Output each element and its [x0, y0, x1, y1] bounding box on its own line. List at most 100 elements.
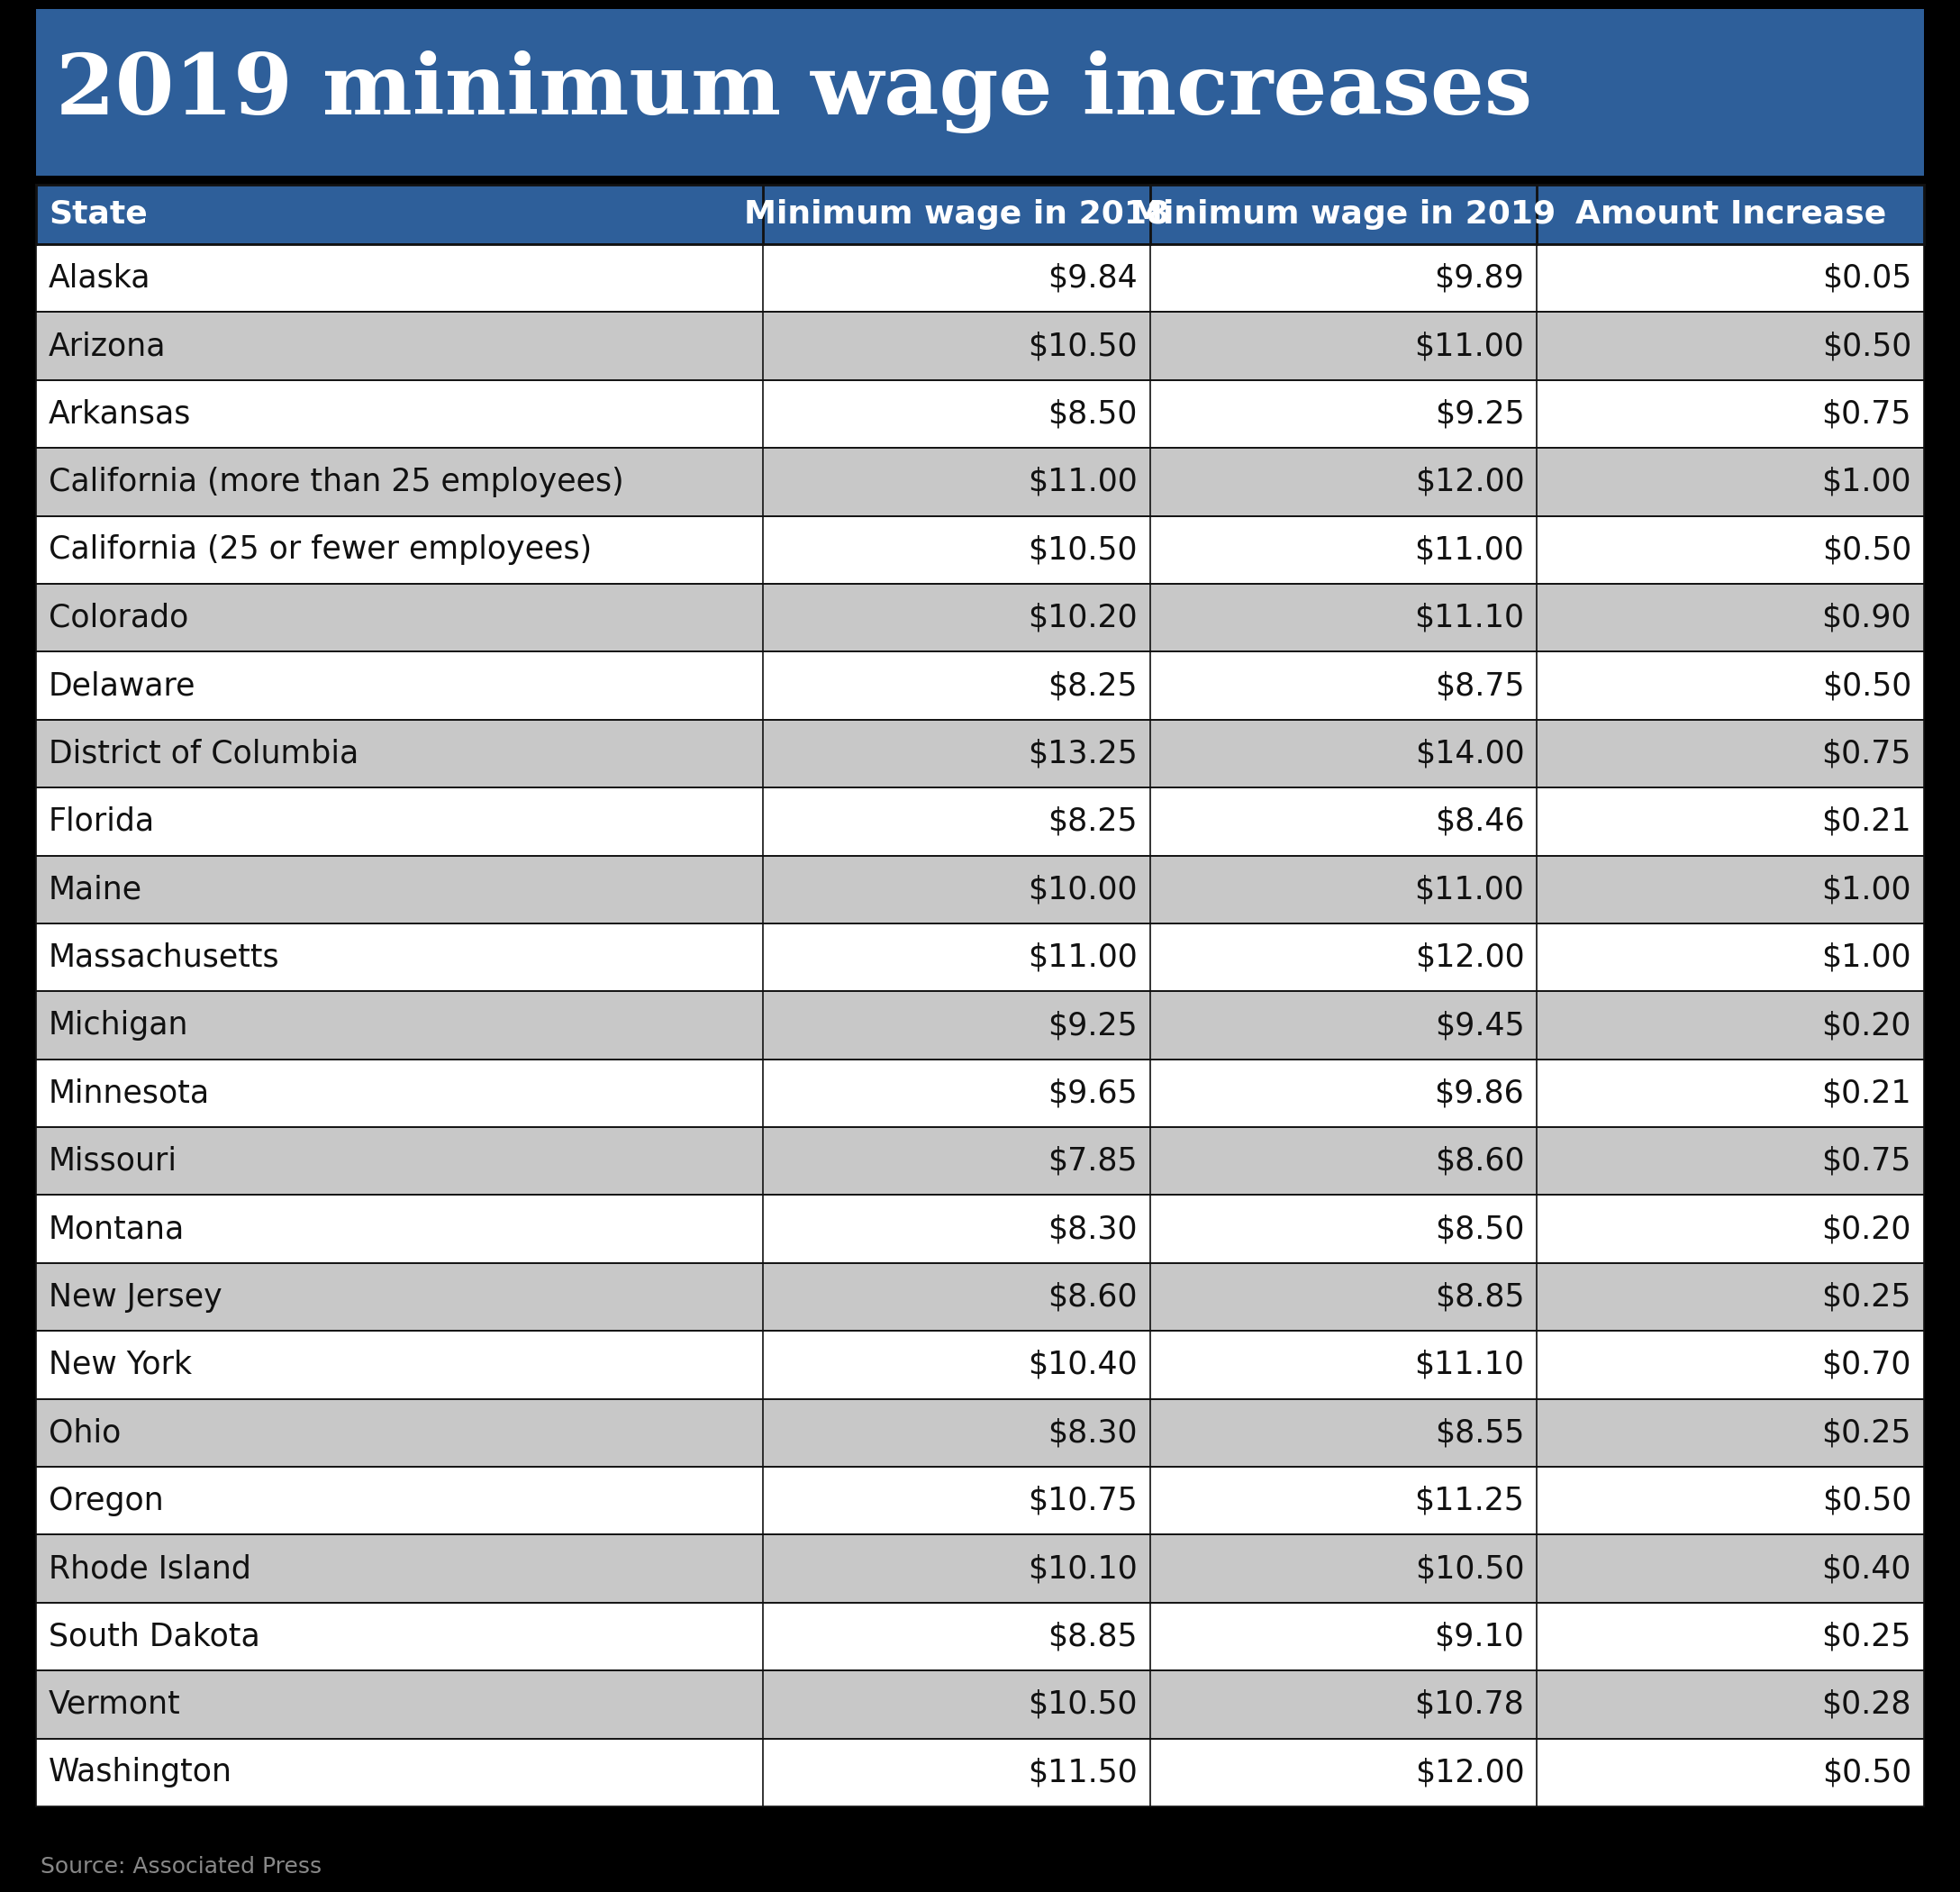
Text: $0.20: $0.20	[1823, 1215, 1911, 1245]
Bar	[35, 1739, 1925, 1807]
Text: $8.55: $8.55	[1435, 1417, 1525, 1447]
Text: $11.25: $11.25	[1415, 1485, 1525, 1515]
Text: 2019 minimum wage increases: 2019 minimum wage increases	[55, 51, 1533, 134]
Bar	[35, 185, 1925, 244]
Bar	[35, 312, 1925, 380]
Text: $11.00: $11.00	[1415, 535, 1525, 566]
Text: $9.65: $9.65	[1047, 1078, 1137, 1109]
Text: $0.50: $0.50	[1823, 331, 1911, 361]
Text: $10.20: $10.20	[1027, 602, 1137, 634]
Text: $0.25: $0.25	[1823, 1281, 1911, 1313]
Text: $8.85: $8.85	[1435, 1281, 1525, 1313]
Bar	[35, 923, 1925, 991]
Text: Ohio: Ohio	[49, 1417, 122, 1447]
Text: $10.50: $10.50	[1027, 331, 1137, 361]
Text: $8.46: $8.46	[1435, 806, 1525, 836]
Text: $8.25: $8.25	[1049, 806, 1137, 836]
Text: $7.85: $7.85	[1049, 1147, 1137, 1177]
Text: $9.84: $9.84	[1047, 263, 1137, 293]
Text: $0.50: $0.50	[1823, 670, 1911, 700]
Text: New York: New York	[49, 1349, 192, 1381]
Text: South Dakota: South Dakota	[49, 1621, 261, 1652]
Text: $9.89: $9.89	[1435, 263, 1525, 293]
Text: Rhode Island: Rhode Island	[49, 1553, 251, 1584]
Text: Alaska: Alaska	[49, 263, 151, 293]
Bar	[35, 787, 1925, 855]
Text: Delaware: Delaware	[49, 670, 196, 700]
Text: $0.90: $0.90	[1821, 602, 1911, 634]
Text: $12.00: $12.00	[1415, 1758, 1525, 1788]
Bar	[35, 1398, 1925, 1466]
Text: $10.75: $10.75	[1027, 1485, 1137, 1515]
Bar	[35, 1060, 1925, 1128]
Text: $0.75: $0.75	[1823, 738, 1911, 768]
Text: State: State	[49, 199, 147, 229]
Text: Maine: Maine	[49, 874, 143, 904]
Text: Minnesota: Minnesota	[49, 1078, 210, 1109]
Text: Arizona: Arizona	[49, 331, 167, 361]
Bar	[35, 1264, 1925, 1330]
Text: $0.70: $0.70	[1823, 1349, 1911, 1381]
Text: $0.05: $0.05	[1823, 263, 1911, 293]
Bar	[35, 1128, 1925, 1196]
Text: $8.75: $8.75	[1435, 670, 1525, 700]
Text: $9.25: $9.25	[1435, 399, 1525, 429]
Text: $11.00: $11.00	[1415, 331, 1525, 361]
Text: $12.00: $12.00	[1415, 467, 1525, 498]
Text: $0.75: $0.75	[1823, 399, 1911, 429]
Text: $1.00: $1.00	[1821, 874, 1911, 904]
Bar	[35, 1330, 1925, 1398]
Text: Source: Associated Press: Source: Associated Press	[41, 1856, 321, 1877]
Bar	[35, 855, 1925, 923]
Text: $0.50: $0.50	[1823, 535, 1911, 566]
Text: $11.10: $11.10	[1415, 602, 1525, 634]
Text: Missouri: Missouri	[49, 1147, 178, 1177]
Text: $0.50: $0.50	[1823, 1485, 1911, 1515]
Text: $11.00: $11.00	[1027, 942, 1137, 972]
Text: $10.10: $10.10	[1027, 1553, 1137, 1584]
Text: $11.10: $11.10	[1415, 1349, 1525, 1381]
Text: Colorado: Colorado	[49, 602, 188, 634]
Bar	[35, 1603, 1925, 1671]
Text: $11.00: $11.00	[1415, 874, 1525, 904]
Text: $10.50: $10.50	[1027, 535, 1137, 566]
Text: $1.00: $1.00	[1821, 467, 1911, 498]
Text: Vermont: Vermont	[49, 1690, 180, 1720]
Text: Oregon: Oregon	[49, 1485, 165, 1515]
Bar	[35, 9, 1925, 176]
Text: $9.45: $9.45	[1435, 1010, 1525, 1041]
Bar	[35, 244, 1925, 312]
Text: New Jersey: New Jersey	[49, 1281, 221, 1313]
Text: $11.00: $11.00	[1027, 467, 1137, 498]
Text: $0.25: $0.25	[1823, 1417, 1911, 1447]
Text: $8.50: $8.50	[1049, 399, 1137, 429]
Bar	[35, 651, 1925, 719]
Bar	[35, 991, 1925, 1060]
Text: $0.40: $0.40	[1823, 1553, 1911, 1584]
Text: $0.21: $0.21	[1821, 806, 1911, 836]
Text: Washington: Washington	[49, 1758, 233, 1788]
Text: Minimum wage in 2018: Minimum wage in 2018	[743, 199, 1168, 229]
Text: $13.25: $13.25	[1027, 738, 1137, 768]
Text: $8.25: $8.25	[1049, 670, 1137, 700]
Text: $10.00: $10.00	[1027, 874, 1137, 904]
Text: $9.25: $9.25	[1047, 1010, 1137, 1041]
Bar	[35, 719, 1925, 787]
Text: $0.50: $0.50	[1823, 1758, 1911, 1788]
Text: $8.60: $8.60	[1049, 1281, 1137, 1313]
Text: Michigan: Michigan	[49, 1010, 188, 1041]
Text: $10.50: $10.50	[1415, 1553, 1525, 1584]
Text: $8.85: $8.85	[1049, 1621, 1137, 1652]
Bar	[35, 517, 1925, 585]
Bar	[35, 380, 1925, 448]
Text: $10.78: $10.78	[1415, 1690, 1525, 1720]
Bar	[35, 1196, 1925, 1264]
Text: Massachusetts: Massachusetts	[49, 942, 280, 972]
Bar	[35, 1671, 1925, 1739]
Text: $14.00: $14.00	[1415, 738, 1525, 768]
Text: $0.21: $0.21	[1821, 1078, 1911, 1109]
Text: Minimum wage in 2019: Minimum wage in 2019	[1131, 199, 1556, 229]
Bar	[35, 585, 1925, 651]
Bar	[35, 448, 1925, 517]
Text: $8.30: $8.30	[1049, 1417, 1137, 1447]
